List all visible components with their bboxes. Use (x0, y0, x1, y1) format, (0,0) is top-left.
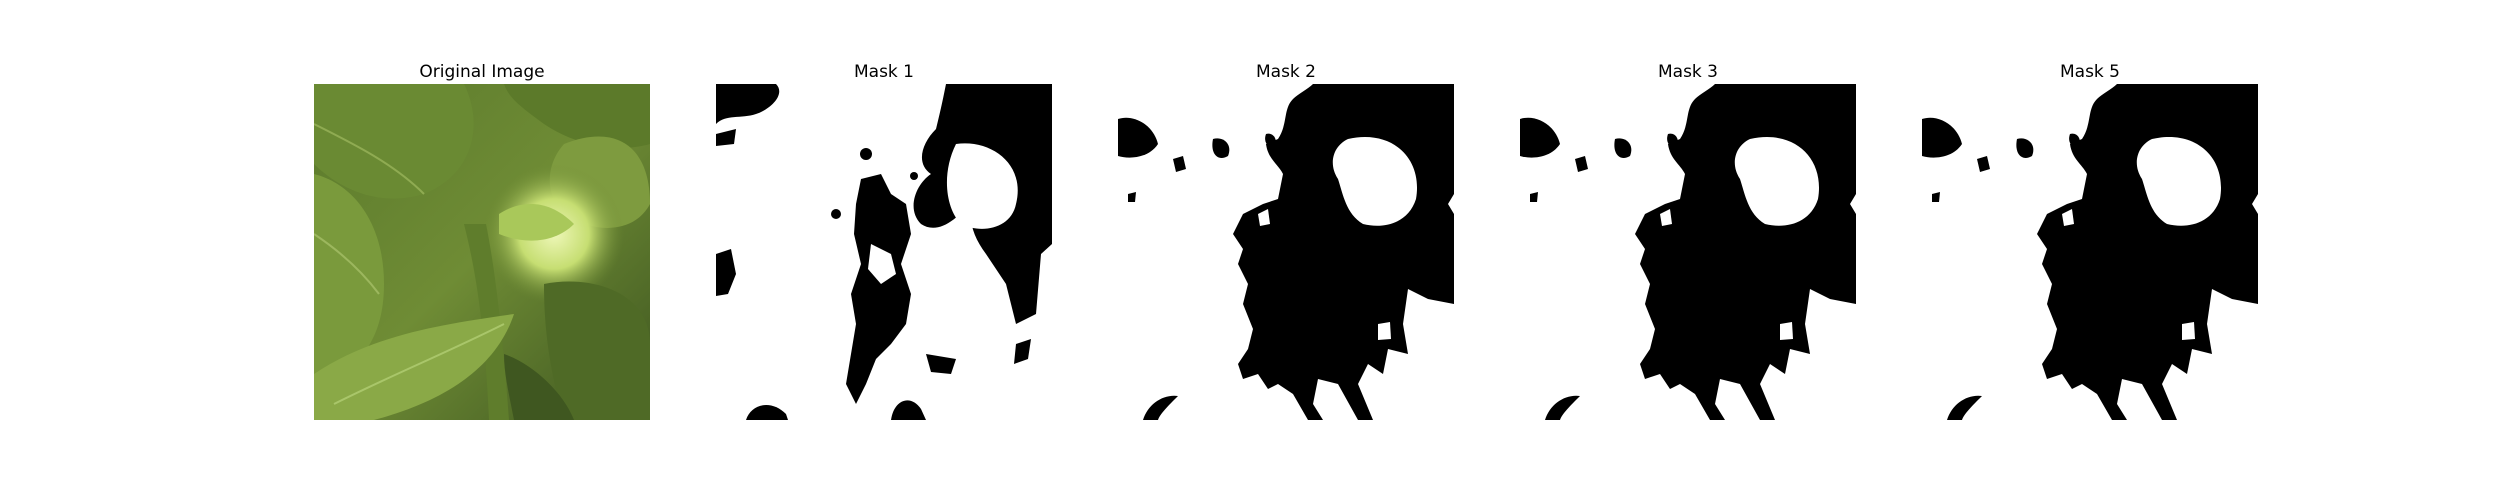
mask-2-image (1118, 84, 1454, 420)
panel-title: Mask 3 (1657, 62, 1718, 82)
panel-mask-1: Mask 1 (716, 60, 1052, 420)
panel-mask-5: Mask 5 (1922, 60, 2258, 420)
panel-title: Mask 5 (2059, 62, 2120, 82)
panel-original-image: Original Image (314, 60, 650, 420)
panel-title: Original Image (419, 62, 545, 82)
mask-3-image (1520, 84, 1856, 420)
panel-title: Mask 2 (1255, 62, 1316, 82)
panel-mask-3: Mask 3 (1520, 60, 1856, 420)
mask-1-image (716, 84, 1052, 420)
original-image (314, 84, 650, 420)
panel-title: Mask 1 (853, 62, 914, 82)
panel-mask-2: Mask 2 (1118, 60, 1454, 420)
mask-5-image (1922, 84, 2258, 420)
